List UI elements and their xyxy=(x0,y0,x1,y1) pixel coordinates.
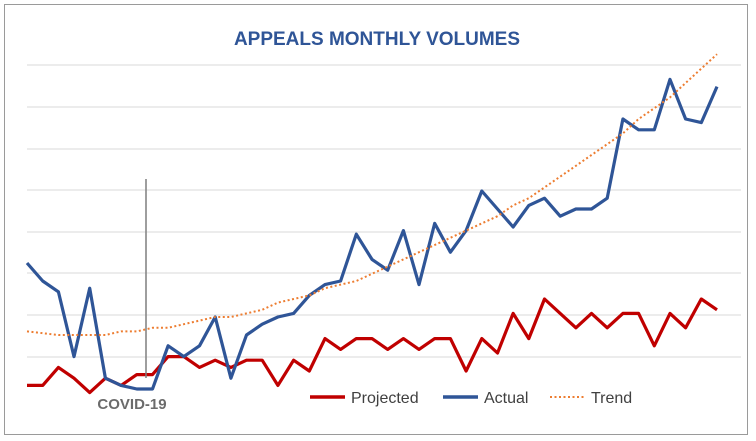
chart-frame: APPEALS MONTHLY VOLUMES COVID-19 Project… xyxy=(4,4,748,435)
series-layer xyxy=(25,53,719,395)
point-trend-11 xyxy=(199,320,201,322)
point-trend-13 xyxy=(230,316,232,318)
series-line-actual xyxy=(25,77,719,391)
legend-label-projected: Projected xyxy=(351,390,419,407)
series-line-trend xyxy=(26,53,718,336)
annotation-layer: COVID-19 xyxy=(97,179,167,413)
legend-label-trend: Trend xyxy=(591,390,632,407)
point-trend-33 xyxy=(544,186,546,188)
point-trend-16 xyxy=(277,302,279,304)
chart-svg: APPEALS MONTHLY VOLUMES COVID-19 Project… xyxy=(25,29,741,413)
legend-item-trend: Trend xyxy=(550,390,632,407)
legend-item-actual: Actual xyxy=(443,390,528,407)
chart-title: APPEALS MONTHLY VOLUMES xyxy=(234,29,520,50)
series-line-projected xyxy=(27,297,718,395)
legend: Projected Actual Trend xyxy=(310,390,632,407)
legend-label-actual: Actual xyxy=(484,390,528,407)
covid-label: COVID-19 xyxy=(97,396,166,413)
point-trend-19 xyxy=(324,287,326,289)
legend-item-projected: Projected xyxy=(310,390,419,407)
